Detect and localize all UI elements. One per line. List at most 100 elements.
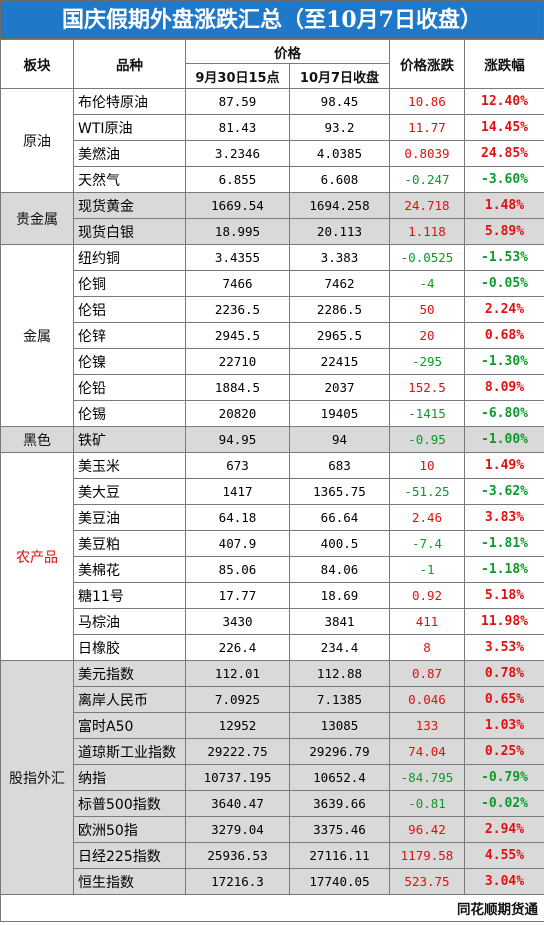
table-row: 离岸人民币 7.0925 7.1385 0.046 0.65% (1, 686, 544, 713)
price-change: -0.247 (389, 166, 465, 193)
page-title: 国庆假期外盘涨跌汇总（至10月7日收盘） (0, 0, 544, 39)
pct-change: 3.83% (464, 504, 544, 531)
header-price-sep30: 9月30日15点 (185, 63, 290, 89)
table-row: 恒生指数 17216.3 17740.05 523.75 3.04% (1, 868, 544, 895)
price-oct7: 112.88 (289, 660, 390, 687)
commodity-name: 离岸人民币 (73, 686, 186, 713)
commodity-name: 现货黄金 (73, 192, 186, 219)
price-change: -1 (389, 556, 465, 583)
price-oct7: 18.69 (289, 582, 390, 609)
commodity-name: 布伦特原油 (73, 88, 186, 115)
price-change: 411 (389, 608, 465, 635)
price-change: -0.95 (389, 426, 465, 453)
commodity-name: 伦镍 (73, 348, 186, 375)
table-row: 天然气 6.855 6.608 -0.247 -3.60% (1, 166, 544, 193)
price-oct7: 22415 (289, 348, 390, 375)
table-row: 股指外汇 美元指数 112.01 112.88 0.87 0.78% (0, 660, 544, 895)
price-change: 8 (389, 634, 465, 661)
price-change: -84.795 (389, 764, 465, 791)
price-oct7: 3375.46 (289, 816, 390, 843)
pct-change: 11.98% (464, 608, 544, 635)
price-sep30: 2945.5 (185, 322, 290, 349)
price-sep30: 64.18 (185, 504, 290, 531)
price-sep30: 407.9 (185, 530, 290, 557)
commodity-name: 天然气 (73, 166, 186, 193)
commodity-name: 美棉花 (73, 556, 186, 583)
table-row: 伦锡 20820 19405 -1415 -6.80% (1, 400, 544, 427)
table-row: 富时A50 12952 13085 133 1.03% (1, 712, 544, 739)
sector-label: 股指外汇 (0, 660, 74, 895)
price-oct7: 84.06 (289, 556, 390, 583)
price-oct7: 17740.05 (289, 868, 390, 895)
table-row: 马棕油 3430 3841 411 11.98% (1, 608, 544, 635)
table-row: 欧洲50指 3279.04 3375.46 96.42 2.94% (1, 816, 544, 843)
pct-change: 5.18% (464, 582, 544, 609)
price-oct7: 3639.66 (289, 790, 390, 817)
price-sep30: 25936.53 (185, 842, 290, 869)
commodity-name: 纳指 (73, 764, 186, 791)
table-body: 原油 布伦特原油 87.59 98.45 10.86 12.40% WTI原油 81.43 93… (0, 88, 544, 895)
commodity-name: 富时A50 (73, 712, 186, 739)
price-oct7: 2965.5 (289, 322, 390, 349)
price-oct7: 10652.4 (289, 764, 390, 791)
price-oct7: 94 (289, 426, 390, 453)
table-row: 原油 布伦特原油 87.59 98.45 10.86 12.40% (0, 88, 544, 193)
price-sep30: 673 (185, 452, 290, 479)
pct-change: 1.48% (464, 192, 544, 219)
pct-change: 0.65% (464, 686, 544, 713)
pct-change: 3.04% (464, 868, 544, 895)
price-sep30: 3430 (185, 608, 290, 635)
commodity-name: 美燃油 (73, 140, 186, 167)
price-change: 133 (389, 712, 465, 739)
pct-change: 0.78% (464, 660, 544, 687)
price-change: 74.04 (389, 738, 465, 765)
price-change: -7.4 (389, 530, 465, 557)
price-sep30: 3640.47 (185, 790, 290, 817)
price-sep30: 22710 (185, 348, 290, 375)
price-change: 11.77 (389, 114, 465, 141)
table-row: 伦铜 7466 7462 -4 -0.05% (1, 270, 544, 297)
price-change: 523.75 (389, 868, 465, 895)
price-sep30: 226.4 (185, 634, 290, 661)
price-change: 0.87 (389, 660, 465, 687)
sector-label: 农产品 (0, 452, 74, 661)
table-row: 日橡胶 226.4 234.4 8 3.53% (1, 634, 544, 661)
pct-change: -1.18% (464, 556, 544, 583)
table-row: WTI原油 81.43 93.2 11.77 14.45% (1, 114, 544, 141)
price-sep30: 3.4355 (185, 244, 290, 271)
pct-change: -6.80% (464, 400, 544, 427)
price-change: 1.118 (389, 218, 465, 245)
price-oct7: 93.2 (289, 114, 390, 141)
table-row: 美豆油 64.18 66.64 2.46 3.83% (1, 504, 544, 531)
price-sep30: 10737.195 (185, 764, 290, 791)
price-sep30: 81.43 (185, 114, 290, 141)
price-sep30: 3279.04 (185, 816, 290, 843)
sector-label: 金属 (0, 244, 74, 427)
table-row: 美大豆 1417 1365.75 -51.25 -3.62% (1, 478, 544, 505)
pct-change: -1.81% (464, 530, 544, 557)
price-change: -0.0525 (389, 244, 465, 271)
price-sep30: 87.59 (185, 88, 290, 115)
table-row: 美豆粕 407.9 400.5 -7.4 -1.81% (1, 530, 544, 557)
commodity-name: 恒生指数 (73, 868, 186, 895)
commodity-name: 欧洲50指 (73, 816, 186, 843)
price-change: -51.25 (389, 478, 465, 505)
table-row: 农产品 美玉米 673 683 10 1.49% (0, 452, 544, 661)
commodity-name: 日橡胶 (73, 634, 186, 661)
commodity-name: 美豆粕 (73, 530, 186, 557)
sector-label: 贵金属 (0, 192, 74, 245)
commodity-name: 伦铜 (73, 270, 186, 297)
commodity-name: 美玉米 (73, 452, 186, 479)
header-name: 品种 (73, 39, 186, 89)
table-row: 伦锌 2945.5 2965.5 20 0.68% (1, 322, 544, 349)
price-oct7: 98.45 (289, 88, 390, 115)
header-price-oct7: 10月7日收盘 (289, 63, 390, 89)
price-sep30: 1884.5 (185, 374, 290, 401)
pct-change: 24.85% (464, 140, 544, 167)
price-oct7: 2286.5 (289, 296, 390, 323)
pct-change: 0.68% (464, 322, 544, 349)
price-sep30: 3.2346 (185, 140, 290, 167)
price-change: 20 (389, 322, 465, 349)
table-row: 伦镍 22710 22415 -295 -1.30% (1, 348, 544, 375)
price-change: 96.42 (389, 816, 465, 843)
